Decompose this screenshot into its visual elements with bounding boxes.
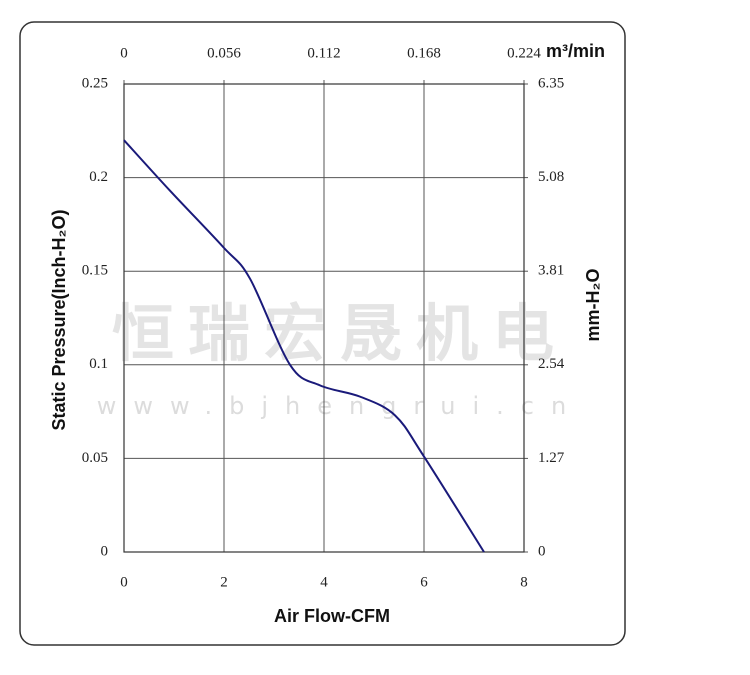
x2-tick-label: 0.056 <box>207 45 241 61</box>
x-tick-label: 6 <box>420 574 428 590</box>
x-tick-label: 2 <box>220 574 228 590</box>
x-tick-label: 4 <box>320 574 328 590</box>
y-tick-label: 0.05 <box>82 450 108 466</box>
x-tick-label: 0 <box>120 574 128 590</box>
plot-border <box>123 83 525 553</box>
y2-tick-label: 0 <box>538 543 546 559</box>
x2-tick-label: 0.224 <box>507 45 541 61</box>
watermark-url: www.bjhengrui.cn <box>97 392 583 420</box>
frame <box>19 21 626 646</box>
x2-tick-label: 0 <box>120 45 128 61</box>
y-tick-label: 0.15 <box>82 263 108 279</box>
watermark: 恒瑞宏晟机电 <box>112 297 568 370</box>
y-tick-label: 0.2 <box>89 169 108 185</box>
y-axis-title: Static Pressure(Inch-H₂O) <box>49 209 69 430</box>
pq-curve <box>123 139 485 553</box>
y2-tick-label: 1.27 <box>538 450 565 466</box>
x-tick-label: 8 <box>520 574 528 590</box>
y2-tick-label: 6.35 <box>538 75 564 91</box>
y-tick-label: 0 <box>101 543 109 559</box>
y2-tick-label: 3.81 <box>538 263 564 279</box>
x2-tick-label: 0.168 <box>407 45 441 61</box>
y-tick-label: 0.1 <box>89 356 108 372</box>
x2-axis-title: m³/min <box>546 41 605 61</box>
y-tick-label: 0.25 <box>82 75 108 91</box>
y2-tick-label: 5.08 <box>538 169 564 185</box>
x2-tick-label: 0.112 <box>307 45 340 61</box>
y2-tick-label: 2.54 <box>538 356 565 372</box>
x-axis-title: Air Flow-CFM <box>274 606 390 626</box>
y2-axis-title: mm-H₂O <box>583 268 603 341</box>
